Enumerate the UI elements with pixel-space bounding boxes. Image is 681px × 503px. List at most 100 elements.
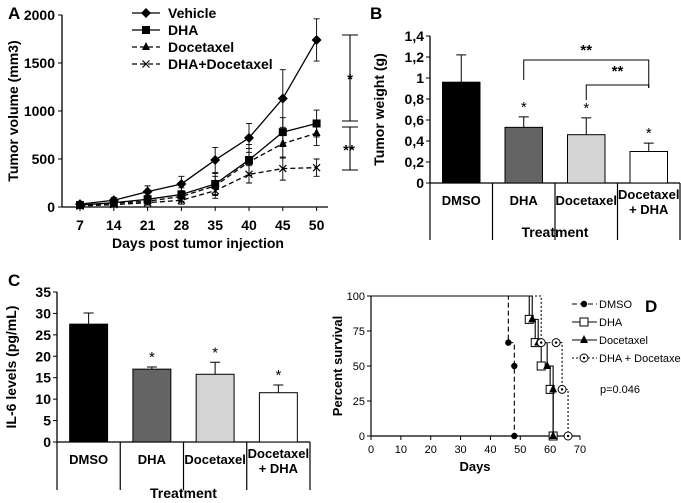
- panel-a-annotation: **: [343, 142, 355, 159]
- panel-b-bar: [629, 151, 668, 184]
- panel-d-censor-mark-0: [511, 362, 518, 370]
- panel-d-censor-mark-2: [549, 384, 558, 393]
- panel-c-bar: [132, 368, 172, 443]
- panel-b-y-tick-label: 0,4: [405, 133, 425, 149]
- panel-a-point-2: [278, 138, 287, 147]
- panel-a-series-line-0: [79, 39, 318, 205]
- panel-a-y-tick-label: 1000: [24, 103, 55, 119]
- panel-d-x-tick-label: 10: [395, 444, 407, 456]
- panel-a-series-line-1: [79, 122, 317, 206]
- panel-d-x-axis-title: Days: [459, 459, 490, 474]
- panel-b-bar-chart: 0 0,2 0,4 0,6 0,8 1 1,2 1,4 DMSO * DHA * Docetaxel * D…: [371, 28, 681, 240]
- panel-c-y-tick-label: 35: [35, 284, 51, 300]
- panel-d-x-tick-label: 60: [544, 444, 556, 456]
- panel-c-x-axis-title: Treatment: [150, 485, 217, 501]
- panel-d-y-tick-label: 25: [353, 396, 365, 408]
- panel-d-censor-mark-3-center: [554, 341, 558, 344]
- panel-c-category-label: DHA: [138, 452, 167, 467]
- panel-a-legend-label: DHA: [168, 22, 198, 38]
- panel-b-error-bar: [643, 142, 654, 152]
- panel-a-point-3: [278, 164, 287, 173]
- panel-c-bar: [69, 323, 109, 443]
- panel-a-bracket-1: [342, 34, 358, 122]
- panel-a-point-3: [312, 163, 321, 172]
- panel-d-censor-mark-2: [528, 314, 537, 323]
- panel-a-point-0: [210, 154, 221, 165]
- panel-d-legend-marker-2: [580, 335, 588, 343]
- panel-a-series-line-3: [79, 166, 317, 207]
- panel-a-point-2: [312, 128, 321, 137]
- panel-c-y-tick-label: 10: [35, 391, 51, 407]
- panel-a-legend-label: DHA+Docetaxel: [168, 56, 273, 72]
- panel-c-bar-chart: 0 5 10 15 20 25 30 35 DMSO * DHA * Docetaxel * Docetax…: [3, 284, 311, 501]
- panel-a-x-tick-label: 50: [309, 217, 325, 233]
- panel-a-point-3: [245, 170, 253, 179]
- panel-d-legend-marker-1: [579, 317, 589, 327]
- panel-b-y-tick-label: 1: [416, 70, 424, 86]
- panel-b-bracket: [523, 59, 650, 88]
- panel-b-significance: *: [583, 100, 589, 117]
- panel-a-x-tick-label: 35: [207, 217, 223, 233]
- panel-c-error-bar: [273, 384, 284, 393]
- panel-b-y-tick-label: 0: [416, 175, 424, 191]
- panel-a-point-3: [211, 186, 220, 195]
- panel-b-bracket-label: **: [612, 63, 624, 80]
- panel-c-category-label: DMSO: [69, 452, 108, 467]
- panel-b-bracket: [585, 84, 650, 100]
- panel-b-y-tick-label: 1,2: [405, 49, 425, 65]
- panel-label-a: A: [8, 4, 20, 23]
- panel-b-bracket-label: **: [580, 42, 592, 59]
- panel-d-legend-label: DHA + Docetaxel: [599, 353, 681, 365]
- panel-a-annotation: *: [347, 71, 353, 88]
- panel-a-line-chart: 0 500 1000 1500 2000 7 14 21 28 35 40 45 50 Days post…: [5, 5, 358, 251]
- panel-b-y-tick-label: 1,4: [405, 28, 425, 44]
- panel-b-category-label: Docetaxel: [556, 193, 617, 208]
- panel-d-legend-marker-3-center: [582, 356, 586, 360]
- panel-b-y-tick-label: 0,8: [405, 91, 425, 107]
- panel-b-significance: *: [646, 125, 652, 142]
- panel-c-y-tick-label: 0: [43, 434, 51, 450]
- panel-a-series-line-2: [79, 132, 317, 207]
- panel-c-significance: *: [149, 349, 155, 366]
- panel-a-bracket-2: [342, 126, 358, 171]
- panel-d-y-axis-title: Percent survival: [330, 316, 345, 416]
- panel-d-legend-label: DMSO: [599, 299, 632, 311]
- panel-label-b: B: [370, 4, 382, 23]
- panel-b-error-bar: [456, 54, 467, 83]
- panel-c-error-bar: [146, 366, 157, 370]
- panel-b-y-axis-title: Tumor weight (g): [371, 53, 387, 166]
- panel-b-bar: [567, 134, 606, 184]
- panel-a-y-axis-title: Tumor volume (mm3): [5, 40, 21, 181]
- panel-d-x-tick-label: 20: [425, 444, 437, 456]
- panel-d-censor-mark-2: [543, 361, 552, 369]
- panel-label-d: D: [645, 297, 657, 316]
- panel-d-censor-mark-0: [511, 432, 518, 440]
- panel-d-censor-mark-2: [549, 431, 558, 439]
- panel-b-category-label: DHA: [510, 193, 539, 208]
- panel-d-y-tick-label: 50: [353, 361, 365, 373]
- panel-d-x-tick-label: 0: [368, 444, 374, 456]
- panel-d-y-tick-label: 0: [359, 431, 365, 443]
- panel-d-legend-marker-0: [580, 300, 588, 308]
- panel-d-x-tick-label: 40: [484, 444, 496, 456]
- panel-d-censor-mark-0: [505, 339, 512, 346]
- panel-a-x-tick-label: 7: [76, 217, 84, 233]
- panel-a-point-0: [311, 34, 322, 45]
- panel-d-y-tick-label: 100: [347, 291, 365, 303]
- panel-d-legend-label: DHA: [599, 317, 623, 329]
- panel-c-y-tick-label: 20: [35, 348, 51, 364]
- panel-a-x-tick-label: 45: [275, 217, 291, 233]
- panel-a-y-tick-label: 2000: [24, 7, 55, 23]
- panel-a-x-tick-label: 40: [241, 217, 257, 233]
- panel-a-point-3: [143, 198, 152, 207]
- panel-c-bar: [195, 373, 235, 443]
- panel-d-survival-chart: 0 25 50 75 100 0 10 20 30 40 50 60 70 Days Percent sur…: [330, 291, 681, 474]
- panel-d-x-tick-label: 30: [454, 444, 466, 456]
- panel-d-x-tick-label: 50: [514, 444, 526, 456]
- panel-a-point-2: [245, 156, 253, 165]
- panel-b-bar: [504, 126, 543, 184]
- panel-c-y-tick-label: 30: [35, 305, 51, 321]
- panel-a-y-tick-label: 500: [32, 151, 56, 167]
- panel-b-x-axis-title: Treatment: [522, 224, 589, 240]
